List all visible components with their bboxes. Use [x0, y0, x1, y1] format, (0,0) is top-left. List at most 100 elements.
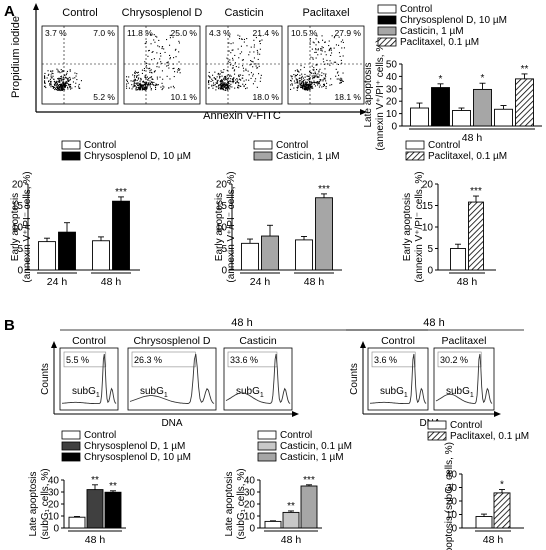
flow-dot [228, 84, 230, 86]
flow-dot [315, 64, 317, 66]
flow-dot [64, 82, 66, 84]
y-axis-label: (annexin V⁺/PI⁻ cells, %) [226, 171, 237, 282]
flow-dot [227, 88, 229, 90]
flow-dot [235, 82, 237, 84]
x-tick-label: 24 h [250, 276, 271, 288]
flow-dot [309, 84, 311, 86]
flow-dot [310, 85, 312, 87]
flow-dot [342, 80, 344, 82]
chart-early_cast: 0 5 10 15 20 Early apoptosis (annexin V⁺/PI⁻ c… [214, 171, 342, 288]
flow-dot [227, 74, 229, 76]
flow-dot [228, 50, 230, 52]
flow-dot [57, 86, 59, 88]
flow-dot [342, 39, 344, 41]
flow-dot [260, 35, 262, 37]
flow-dot [341, 62, 343, 64]
flow-dot [138, 84, 140, 86]
flow-dot [60, 77, 62, 79]
flow-dot [57, 69, 59, 71]
flow-dot [313, 72, 315, 74]
flow-dot [169, 44, 171, 46]
flow-dot [215, 82, 217, 84]
flow-dot [66, 82, 68, 84]
flow-ylabel: Propidium iodide [10, 16, 22, 98]
flow-dot [329, 48, 331, 50]
flow-dot [208, 80, 210, 82]
flow-dot [301, 79, 303, 81]
flow-dot [69, 84, 71, 86]
flow-dot [220, 86, 222, 88]
hist-curve-1 [129, 353, 215, 404]
flow-dot [255, 65, 257, 67]
flow-dot [151, 51, 153, 53]
flow-dot [225, 85, 227, 87]
flow-dot [56, 68, 58, 70]
hist-a-title: 48 h [231, 317, 252, 329]
flow-dot [54, 84, 56, 86]
legend-label: Casticin, 1 µM [276, 151, 340, 162]
flow-dot [61, 78, 63, 80]
y-axis-label: (annexin V⁺/PI⁻ cells, %) [414, 171, 425, 282]
flow-dot [298, 71, 300, 73]
flow-dot [174, 71, 176, 73]
flow-dot [313, 80, 315, 82]
flow-dot [150, 71, 152, 73]
flow-dot [61, 71, 63, 73]
flow-dot [225, 77, 227, 79]
flow-dot [253, 57, 255, 59]
flow-dot [60, 89, 62, 91]
flow-dot [222, 81, 224, 83]
flow-dot [148, 78, 150, 80]
flow-dot [317, 48, 319, 50]
flow-dot [61, 75, 63, 77]
flow-dot [221, 75, 223, 77]
y-tick-label: 20 [386, 97, 398, 108]
flow-dot [312, 82, 314, 84]
flow-dot [296, 82, 298, 84]
flow-dot [224, 89, 226, 91]
flow-dot [220, 81, 222, 83]
flow-dot [151, 76, 153, 78]
flow-dot [149, 77, 151, 79]
flow-dot [316, 35, 318, 37]
flow-dot [222, 89, 224, 91]
flow-dot [164, 51, 166, 53]
flow-dot [154, 71, 156, 73]
flow-dot [302, 80, 304, 82]
flow-dot [139, 83, 141, 85]
flow-dot [315, 44, 317, 46]
hist-xarrow-head-a [292, 411, 299, 417]
flow-dot [231, 67, 233, 69]
flow-dot [67, 78, 69, 80]
flow-dot [296, 75, 298, 77]
flow-dot [223, 86, 225, 88]
flow-dot [145, 78, 147, 80]
flow-dot [252, 61, 254, 63]
flow-dot [217, 73, 219, 75]
flow-dot [133, 81, 135, 83]
flow-dot [219, 76, 221, 78]
y-tick-label: 30 [446, 483, 458, 494]
flow-xlabel: Annexin V-FITC [203, 110, 281, 122]
flow-dot [229, 86, 231, 88]
flow-dot [62, 70, 64, 72]
flow-dot [299, 77, 301, 79]
hist-title-3: Control [381, 335, 415, 347]
flow-dot [319, 84, 321, 86]
flow-dot [54, 82, 56, 84]
flow-dot [56, 87, 58, 89]
flow-dot [248, 79, 250, 81]
flow-dot [50, 74, 52, 76]
flow-dot [44, 82, 46, 84]
flow-dot [146, 67, 148, 69]
flow-dot [170, 86, 172, 88]
flow-dot [239, 53, 241, 55]
flow-dot [331, 35, 333, 37]
flow-dot [226, 85, 228, 87]
flow-dot [224, 84, 226, 86]
flow-dot [55, 85, 57, 87]
flow-dot [315, 49, 317, 51]
flow-dot [134, 78, 136, 80]
flow-dot [64, 84, 66, 86]
flow-dot [307, 84, 309, 86]
